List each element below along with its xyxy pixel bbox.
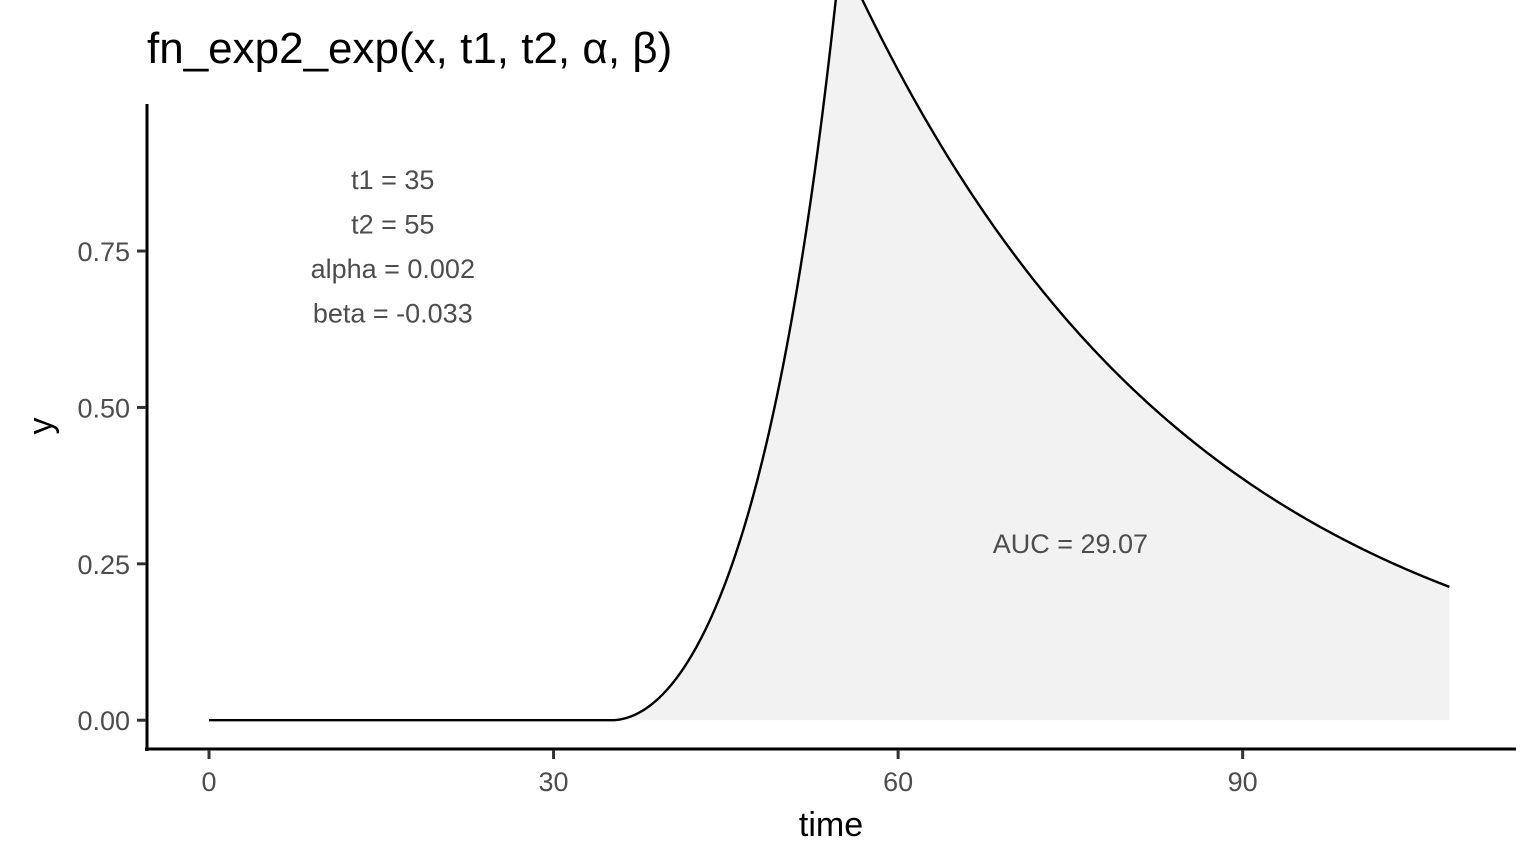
- x-axis-label: time: [799, 806, 863, 844]
- x-tick-label: 90: [1228, 767, 1258, 797]
- y-axis: 0.00 0.25 0.50 0.75: [77, 237, 146, 736]
- param-annotation: t1 = 35: [351, 165, 434, 195]
- y-axis-label: y: [22, 418, 60, 435]
- param-annotation: alpha = 0.002: [311, 254, 475, 284]
- param-annotation: beta = -0.033: [313, 298, 473, 328]
- auc-annotation: AUC = 29.07: [993, 529, 1148, 559]
- x-axis: 0 30 60 90: [202, 750, 1258, 797]
- auc-area: [209, 0, 1450, 721]
- annotations: t1 = 35 t2 = 55 alpha = 0.002 beta = -0.033…: [311, 165, 1148, 559]
- y-tick-label: 0.00: [77, 706, 130, 736]
- curve-line: [209, 0, 1450, 722]
- x-tick-label: 0: [202, 767, 217, 797]
- y-tick-label: 0.50: [77, 393, 130, 423]
- param-annotation: t2 = 55: [351, 209, 434, 239]
- y-tick-label: 0.25: [77, 550, 130, 580]
- x-tick-label: 30: [539, 767, 569, 797]
- chart-title: fn_exp2_exp(x, t1, t2, α, β): [147, 24, 672, 73]
- plot-area: [209, 0, 1450, 722]
- y-tick-label: 0.75: [77, 237, 130, 267]
- x-tick-label: 60: [883, 767, 913, 797]
